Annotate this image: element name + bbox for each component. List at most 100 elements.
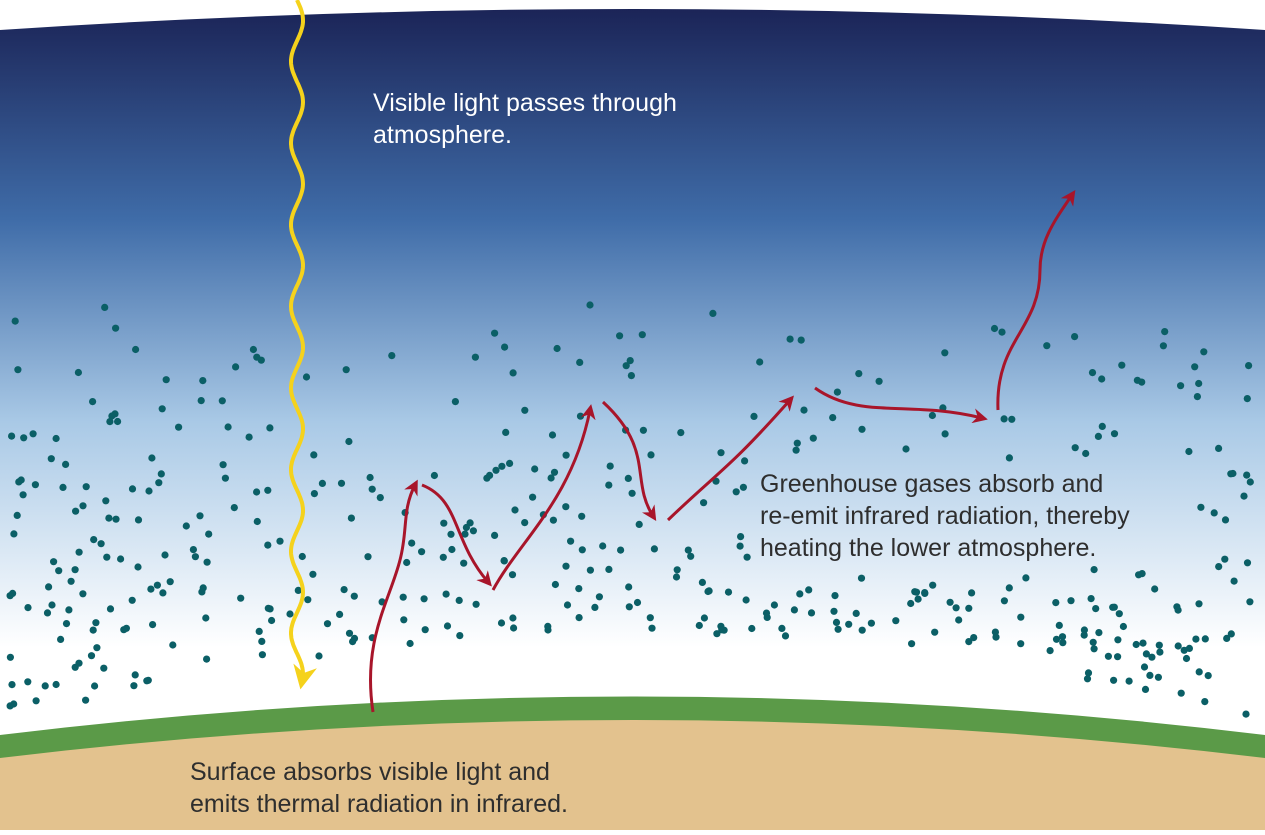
gas-molecule-icon [111, 410, 119, 418]
gas-molecule-icon [718, 626, 726, 634]
gas-molecule-icon [911, 588, 919, 596]
gas-molecule-icon [1133, 376, 1141, 384]
gas-molecule-icon [1185, 447, 1193, 456]
gas-molecule-icon [117, 555, 125, 563]
gas-molecule-icon [586, 301, 594, 309]
gas-molecule-icon [625, 583, 633, 591]
gas-molecule-icon [1071, 333, 1079, 341]
gas-molecule-icon [268, 616, 276, 625]
gas-molecule-icon [17, 476, 25, 484]
gas-molecule-icon [1223, 634, 1231, 643]
gas-molecule-icon [147, 585, 155, 593]
gas-molecule-icon [52, 434, 60, 443]
gas-molecule-icon [75, 548, 83, 556]
gas-molecule-icon [52, 680, 60, 689]
gas-molecule-icon [548, 431, 557, 439]
gas-molecule-icon [148, 454, 156, 462]
gas-molecule-icon [486, 471, 494, 479]
gas-molecule-icon [456, 632, 464, 640]
gas-molecule-icon [10, 700, 18, 708]
gas-molecule-icon [677, 429, 685, 437]
gas-molecule-icon [833, 388, 842, 396]
gas-molecule-icon [1104, 652, 1112, 660]
gas-molecule-icon [157, 470, 165, 478]
gas-molecule-icon [807, 609, 816, 617]
gas-molecule-icon [1109, 603, 1117, 611]
gas-molecule-icon [266, 424, 274, 432]
gas-molecule-icon [421, 626, 429, 634]
gas-molecule-icon [199, 377, 207, 385]
gas-molecule-icon [264, 604, 272, 612]
gas-molecule-icon [1087, 595, 1095, 603]
gas-molecule-icon [502, 428, 510, 436]
gas-molecule-icon [89, 398, 97, 406]
gas-molecule-icon [617, 546, 625, 554]
greenhouse-caption-line: heating the lower atmosphere. [760, 534, 1097, 562]
gas-molecule-icon [902, 445, 910, 453]
gas-molecule-icon [101, 303, 109, 311]
gas-molecule-icon [245, 433, 253, 441]
gas-molecule-icon [1115, 610, 1123, 618]
gas-molecule-icon [562, 562, 570, 570]
gas-molecule-icon [1151, 585, 1159, 593]
ir-segment-2 [421, 483, 492, 587]
gas-molecule-icon [709, 309, 717, 317]
gas-molecule-icon [1195, 379, 1203, 388]
gas-molecule-icon [67, 577, 75, 585]
gas-molecule-icon [315, 652, 323, 660]
gas-molecule-icon [1080, 631, 1088, 639]
gas-molecule-icon [302, 373, 311, 381]
gas-molecule-icon [155, 479, 163, 487]
gas-molecule-icon [786, 335, 794, 343]
gas-molecule-icon [492, 466, 500, 474]
gas-molecule-icon [1043, 342, 1051, 350]
gas-molecule-icon [310, 451, 318, 459]
gas-molecule-icon [286, 610, 294, 618]
gas-molecule-icon [1243, 471, 1251, 479]
gas-molecule-icon [1095, 629, 1103, 637]
gas-molecule-icon [264, 486, 272, 494]
gas-molecule-icon [858, 425, 866, 433]
gas-molecule-icon [622, 362, 630, 370]
gas-molecule-icon [1191, 363, 1199, 371]
gas-molecule-icon [648, 624, 656, 632]
gas-molecule-icon [907, 599, 915, 608]
gas-molecule-icon [550, 468, 559, 476]
gas-molecule-icon [1046, 647, 1054, 655]
gas-molecule-icon [509, 369, 517, 377]
gas-molecule-icon [1229, 469, 1237, 478]
gas-molecule-icon [576, 412, 585, 420]
gas-molecule-icon [908, 640, 916, 648]
gas-molecule-icon [562, 451, 570, 459]
gas-molecule-icon [1114, 653, 1122, 661]
gas-molecule-icon [1083, 675, 1092, 683]
gas-molecule-icon [97, 540, 105, 548]
gas-molecule-icon [576, 358, 584, 366]
gas-molecule-icon [627, 372, 636, 380]
gas-molecule-icon [1142, 650, 1150, 658]
gas-molecule-icon [1125, 677, 1133, 685]
gas-molecule-icon [403, 558, 411, 567]
gas-molecule-icon [852, 609, 860, 618]
gas-molecule-icon [635, 520, 643, 529]
gas-molecule-icon [203, 558, 211, 566]
gas-molecule-icon [159, 589, 167, 597]
gas-molecule-icon [968, 589, 976, 597]
gas-molecule-icon [29, 430, 37, 438]
gas-molecule-icon [161, 551, 169, 559]
ground-surface [0, 697, 1265, 830]
gas-molecule-icon [1192, 635, 1200, 643]
gas-molecule-icon [443, 622, 452, 630]
gas-molecule-icon [103, 553, 111, 561]
gas-molecule-icon [578, 546, 586, 554]
gas-molecule-icon [106, 418, 114, 426]
gas-molecule-icon [591, 603, 599, 612]
gas-molecule-icon [800, 406, 808, 414]
gas-molecule-icon [1080, 626, 1088, 634]
gas-molecule-icon [1155, 641, 1163, 649]
gas-molecule-icon [1195, 600, 1203, 608]
gas-molecule-icon [626, 357, 634, 365]
gas-molecule-icon [258, 637, 266, 646]
